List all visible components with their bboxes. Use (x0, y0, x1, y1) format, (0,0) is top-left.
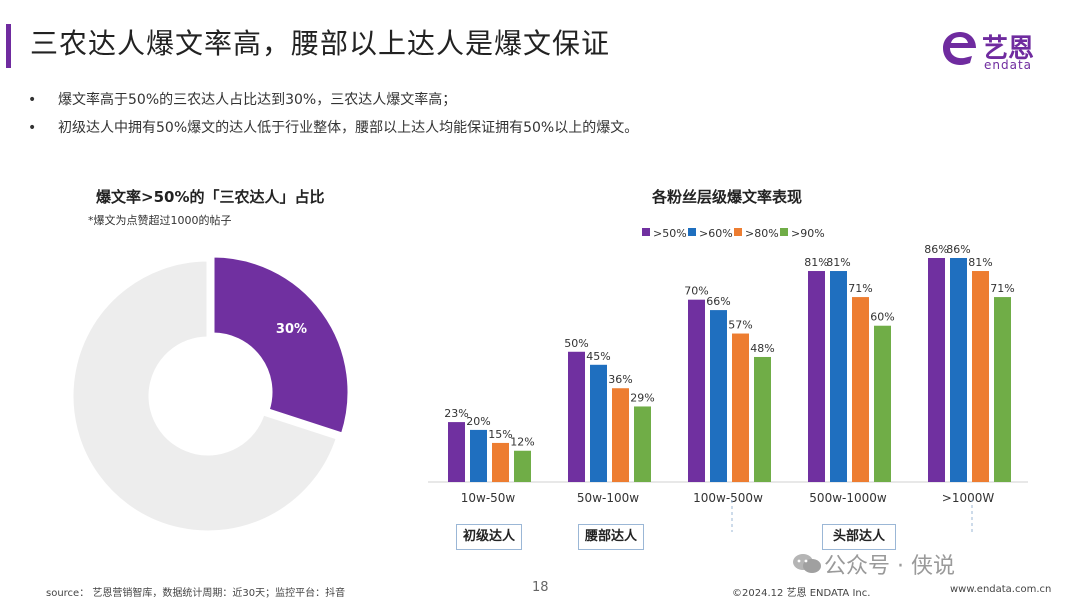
bar-value-label: 86% (946, 243, 970, 256)
x-tick-label: 10w-50w (461, 491, 516, 505)
bar (514, 450, 531, 482)
bullet-text: 爆文率高于50%的三农达人占比达到30%，三农达人爆文率高； (58, 92, 457, 108)
bar-value-label: 66% (706, 295, 730, 308)
x-tick-label: 500w-1000w (809, 491, 887, 505)
donut-slice (70, 258, 340, 534)
legend-label: >60% (699, 227, 733, 240)
donut-chart-title: 爆文率>50%的「三农达人」占比 (96, 188, 325, 206)
bar (830, 271, 847, 482)
bar (492, 442, 509, 482)
bullet-text: 初级达人中拥有50%爆文的达人低于行业整体，腰部以上达人均能保证拥有50%以上的… (58, 120, 639, 136)
watermark-text: 公众号 · 侠说 (824, 554, 955, 579)
legend-label: >50% (653, 227, 687, 240)
x-tick-label: >1000W (942, 491, 995, 505)
tier-label-waist: 腰部达人 (578, 524, 644, 550)
head-tier-bracket (731, 500, 973, 532)
endata-logo-icon (943, 32, 976, 65)
bar-value-label: 70% (684, 285, 708, 298)
bar (470, 429, 487, 482)
bar (950, 258, 967, 482)
bar (852, 297, 869, 482)
bar-chart: >50% >60% >80% >90% 23%20%15%12% 10w-50w 50%45… (428, 227, 1028, 532)
title-accent-bar (6, 24, 11, 68)
bar (808, 271, 825, 482)
x-tick-label: 100w-500w (693, 491, 763, 505)
legend-swatch (642, 228, 650, 236)
page-number: 18 (532, 580, 549, 595)
bar-chart-title: 各粉丝层级爆文率表现 (652, 188, 803, 206)
bar (448, 422, 465, 482)
bullet-dot-icon: • (28, 92, 37, 108)
bullet-item: • 初级达人中拥有50%爆文的达人低于行业整体，腰部以上达人均能保证拥有50%以上… (28, 114, 638, 142)
bar-value-label: 60% (870, 311, 894, 324)
bar (710, 310, 727, 482)
bar-value-label: 29% (630, 391, 654, 404)
legend-swatch (780, 228, 788, 236)
bar-value-label: 81% (968, 256, 992, 269)
bar (568, 351, 585, 482)
bar-value-label: 57% (728, 319, 752, 332)
bar-value-label: 12% (510, 436, 534, 449)
bar (874, 325, 891, 482)
bullet-dot-icon: • (28, 120, 37, 136)
bar (972, 271, 989, 482)
summary-bullets: • 爆文率高于50%的三农达人占比达到30%，三农达人爆文率高； • 初级达人中拥有… (28, 86, 638, 142)
page-title: 三农达人爆文率高，腰部以上达人是爆文保证 (30, 27, 611, 60)
bar (732, 333, 749, 482)
footer-source: source： 艺恩营销智库，数据统计周期：近30天；监控平台：抖音 (46, 588, 346, 599)
bar-value-label: 81% (804, 256, 828, 269)
logo-text-en: endata (984, 58, 1033, 72)
bar-value-label: 45% (586, 350, 610, 363)
bar-value-label: 20% (466, 415, 490, 428)
logo-text-cn: 艺恩 (982, 34, 1035, 64)
donut-slice-label: 30% (276, 322, 307, 337)
donut-slice (211, 254, 351, 436)
bar (754, 356, 771, 482)
bar (994, 297, 1011, 482)
bar-value-label: 86% (924, 243, 948, 256)
bar (688, 299, 705, 482)
bar-value-label: 81% (826, 256, 850, 269)
donut-chart: 30% (70, 254, 351, 534)
bar-value-label: 48% (750, 342, 774, 355)
bar (928, 258, 945, 482)
tier-label-junior: 初级达人 (456, 524, 522, 550)
bar-value-label: 15% (488, 428, 512, 441)
bullet-item: • 爆文率高于50%的三农达人占比达到30%，三农达人爆文率高； (28, 86, 638, 114)
legend-swatch (688, 228, 696, 236)
bar-value-label: 36% (608, 373, 632, 386)
footer-copyright: ©2024.12 艺恩 ENDATA Inc. (732, 588, 871, 599)
wechat-icon (793, 554, 821, 573)
bar (590, 364, 607, 482)
bar (612, 388, 629, 482)
bar (634, 406, 651, 482)
bar-value-label: 71% (848, 282, 872, 295)
legend-label: >80% (745, 227, 779, 240)
donut-chart-note: *爆文为点赞超过1000的帖子 (88, 214, 232, 227)
tier-label-head: 头部达人 (822, 524, 896, 550)
legend-swatch (734, 228, 742, 236)
endata-logo: 艺恩 endata (940, 26, 1052, 76)
x-tick-label: 50w-100w (577, 491, 639, 505)
bar-value-label: 23% (444, 407, 468, 420)
bar-value-label: 71% (990, 282, 1014, 295)
bar-value-label: 50% (564, 337, 588, 350)
legend-label: >90% (791, 227, 825, 240)
footer-url: www.endata.com.cn (950, 584, 1052, 595)
